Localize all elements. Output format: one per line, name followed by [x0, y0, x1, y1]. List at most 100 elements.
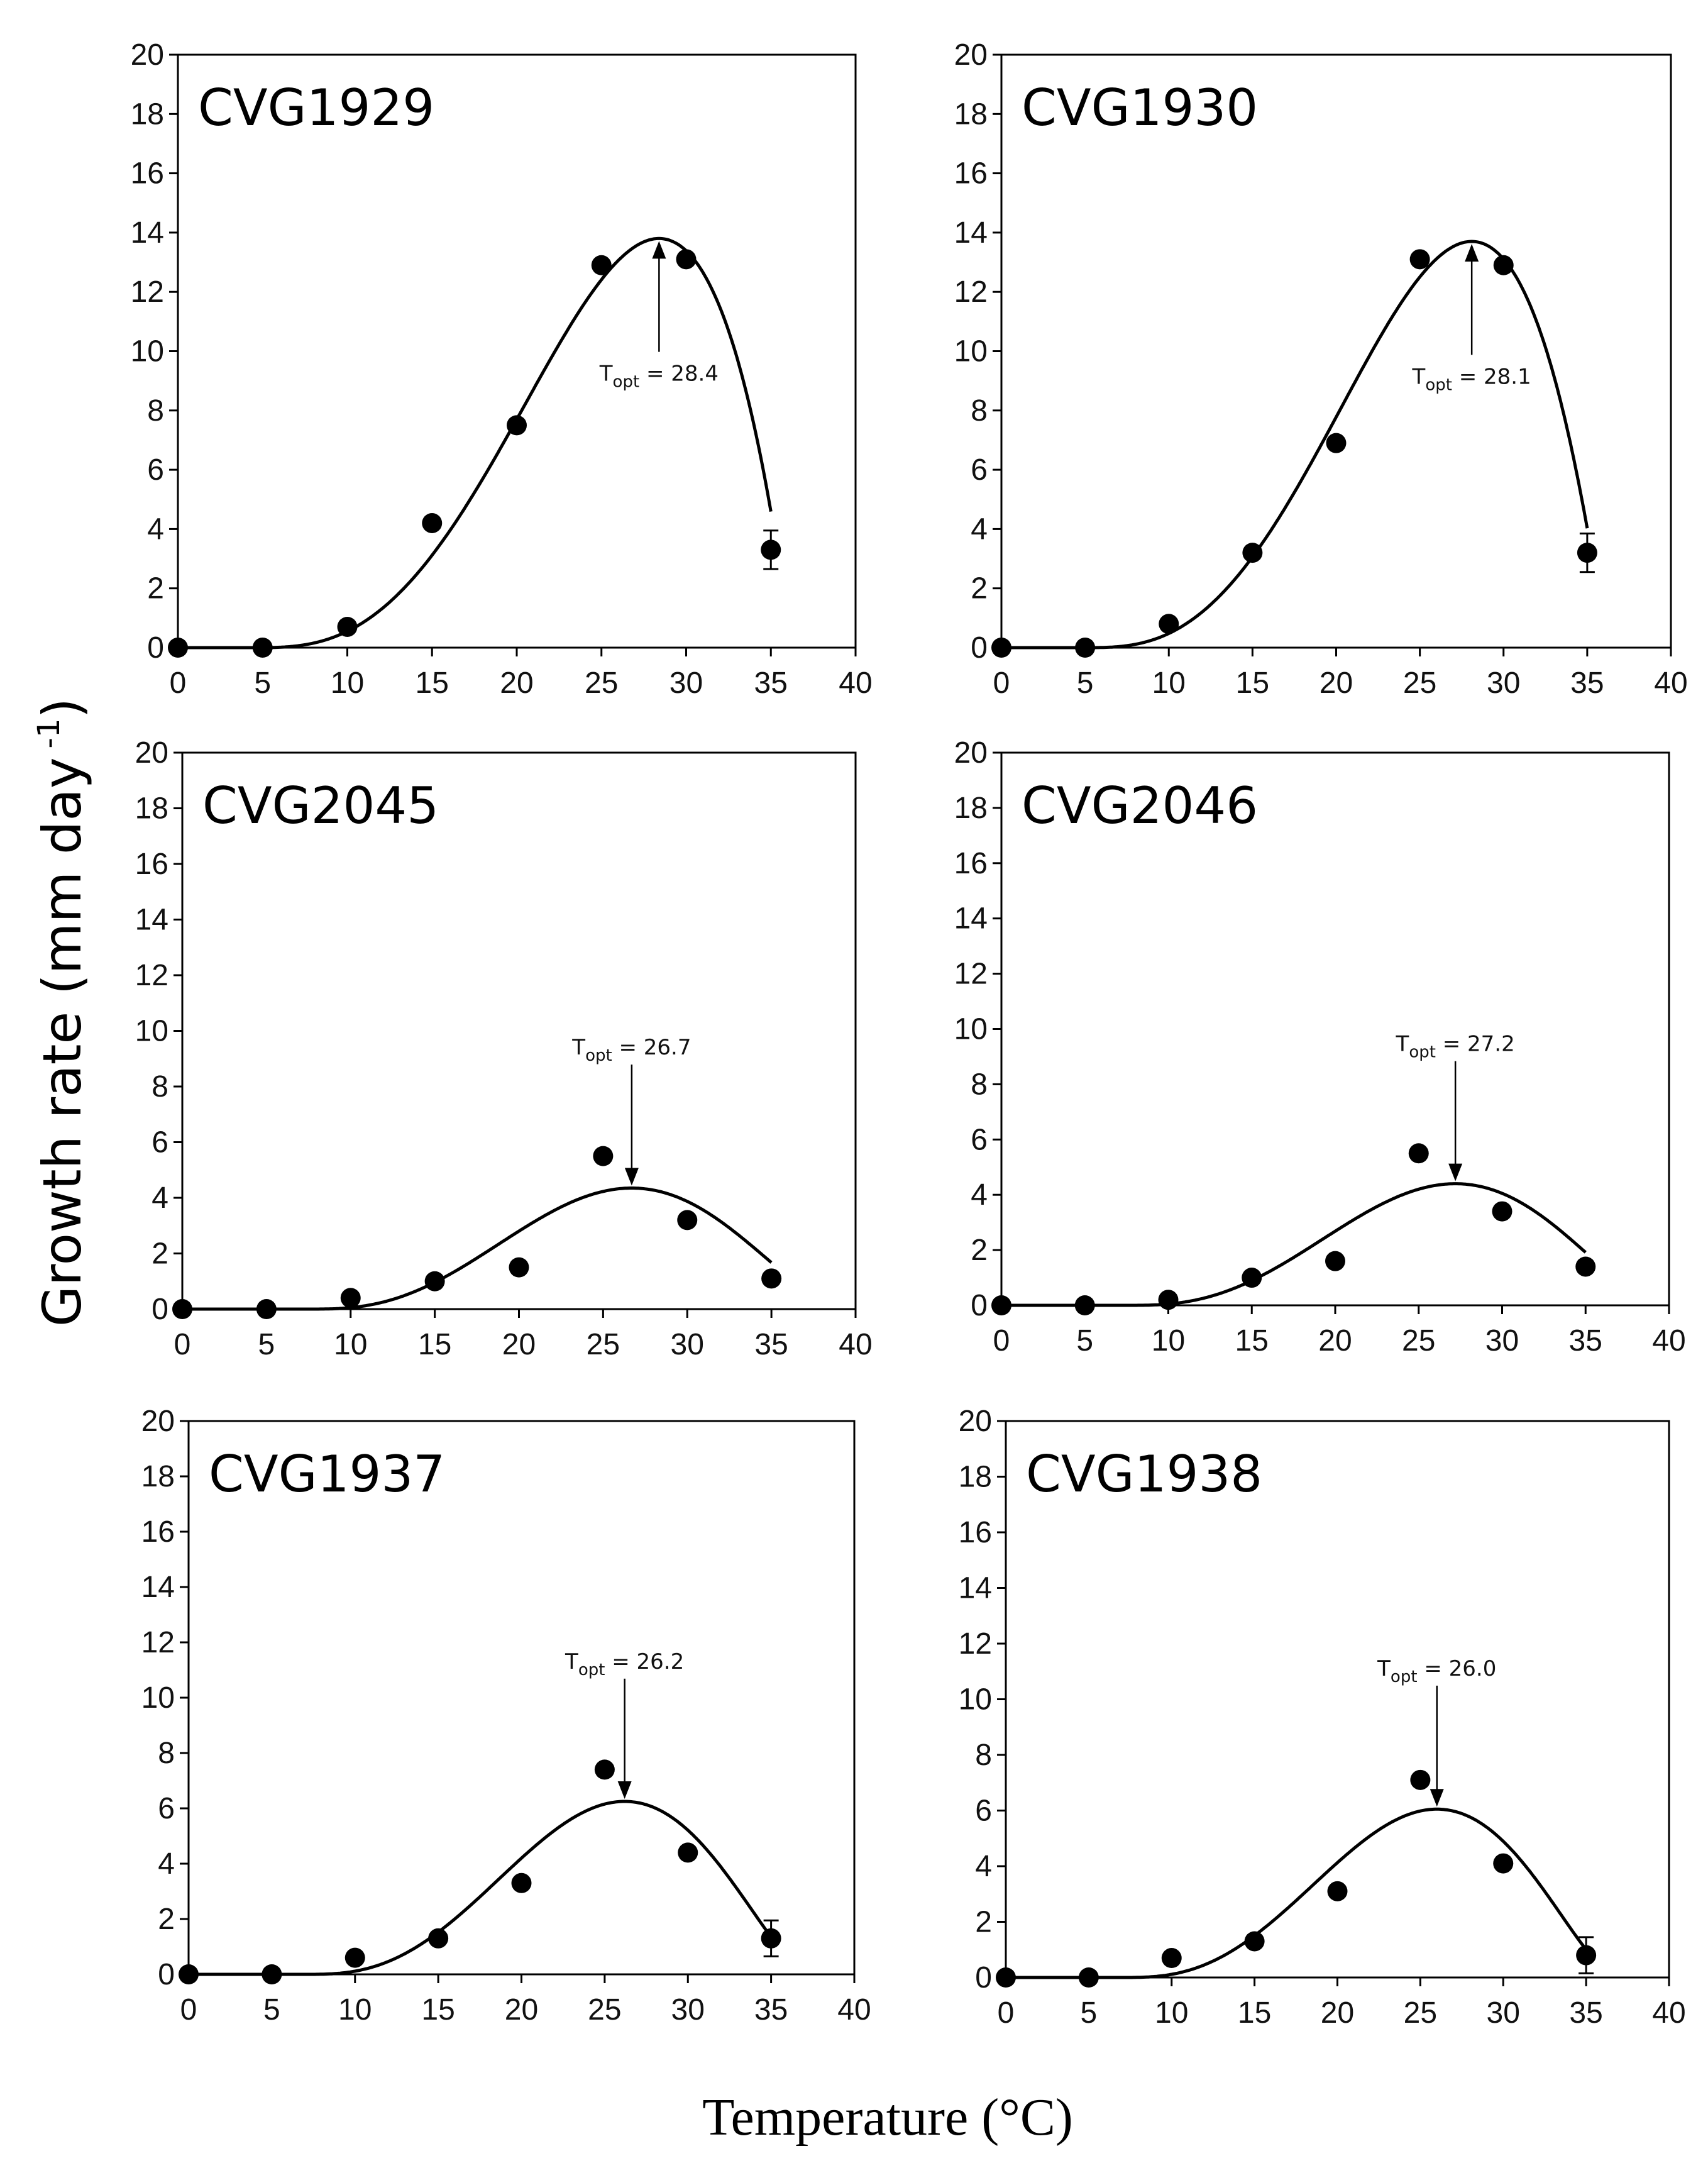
data-point	[991, 1295, 1011, 1315]
y-tick-label: 18	[954, 97, 988, 131]
y-tick-label: 16	[954, 847, 988, 880]
y-tick-label: 16	[959, 1516, 992, 1549]
x-tick-label: 25	[585, 666, 618, 700]
y-tick-label: 12	[954, 958, 988, 991]
y-tick-label: 0	[147, 631, 164, 665]
y-tick-label: 4	[147, 512, 164, 546]
y-tick-label: 4	[158, 1847, 175, 1881]
x-tick-label: 0	[170, 666, 187, 700]
data-point	[593, 1146, 614, 1166]
data-point	[507, 415, 527, 436]
y-tick-label: 0	[971, 631, 988, 665]
topt-label-value: = 27.2	[1436, 1032, 1515, 1057]
x-tick-label: 10	[1155, 1996, 1188, 2030]
x-tick-label: 0	[993, 1324, 1010, 1358]
topt-label: Topt = 28.1	[1412, 364, 1531, 394]
x-tick-label: 40	[1652, 1996, 1685, 2030]
x-tick-label: 5	[1076, 1324, 1093, 1358]
x-tick-label: 10	[1152, 666, 1186, 700]
y-tick-label: 12	[135, 959, 168, 992]
topt-label-prefix: T	[1412, 364, 1426, 389]
fit-curve	[1006, 1807, 1588, 1979]
x-tick-label: 15	[421, 1993, 455, 2027]
y-tick-label: 2	[158, 1903, 175, 1936]
chart-panel-6: 0 2 4 6 8 10 12 14 16 18 20 0 5 10 15 20 25 30 35 40 CVG1938…	[959, 1405, 1686, 2030]
x-tick-label: 25	[1403, 666, 1436, 700]
topt-label-value: = 28.4	[639, 362, 719, 387]
data-point	[252, 638, 273, 658]
y-tick-label: 6	[152, 1126, 168, 1159]
x-tick-label: 35	[754, 1993, 788, 2027]
x-tick-label: 15	[1238, 1996, 1271, 2030]
data-point	[1074, 1295, 1095, 1315]
topt-label-prefix: T	[1396, 1032, 1409, 1057]
y-tick-label: 6	[975, 1795, 992, 1828]
data-point	[509, 1257, 529, 1278]
y-tick-label: 20	[141, 1405, 175, 1438]
panel-title: CVG2046	[1022, 777, 1258, 835]
x-tick-label: 15	[1236, 666, 1269, 700]
data-point	[1242, 1268, 1262, 1288]
x-tick-label: 5	[258, 1328, 275, 1361]
data-point	[1492, 1201, 1512, 1222]
data-point	[179, 1964, 199, 1984]
topt-label-value: = 28.1	[1452, 364, 1531, 389]
x-tick-label: 30	[669, 666, 703, 700]
y-tick-label: 14	[135, 904, 168, 937]
x-tick-label: 35	[754, 1328, 788, 1361]
data-point	[422, 512, 443, 533]
data-point	[262, 1964, 282, 1984]
y-axis-title: Growth rate (mm day -1)	[31, 698, 93, 1327]
topt-label-prefix: T	[571, 1035, 585, 1060]
x-tick-label: 0	[180, 1993, 197, 2027]
data-point	[1410, 1769, 1431, 1790]
data-point	[991, 638, 1011, 658]
topt-label-value: = 26.7	[612, 1035, 691, 1060]
y-tick-label: 6	[971, 1123, 988, 1156]
topt-label: Topt = 26.2	[565, 1649, 684, 1679]
topt-label-value: = 26.0	[1418, 1656, 1497, 1681]
y-tick-label: 12	[141, 1626, 175, 1659]
y-tick-label: 10	[135, 1015, 168, 1048]
x-tick-label: 30	[671, 1328, 704, 1361]
data-point	[1326, 433, 1347, 453]
panel-title: CVG1937	[209, 1445, 445, 1503]
x-tick-label: 10	[334, 1328, 367, 1361]
data-point	[1408, 1143, 1429, 1164]
y-tick-label: 10	[959, 1683, 992, 1717]
y-tick-label: 18	[954, 792, 988, 825]
y-tick-label: 6	[971, 453, 988, 487]
topt-arrow-head	[617, 1781, 632, 1799]
topt-arrow-head	[1430, 1789, 1444, 1807]
x-tick-label: 20	[505, 1993, 538, 2027]
y-tick-label: 18	[131, 97, 164, 131]
y-axis-title-main: Growth rate (mm day	[31, 757, 93, 1327]
data-point	[1244, 1931, 1265, 1952]
x-tick-label: 20	[1321, 1996, 1354, 2030]
y-tick-label: 10	[141, 1681, 175, 1715]
y-tick-label: 0	[152, 1293, 168, 1326]
data-point	[168, 638, 188, 658]
y-tick-label: 2	[975, 1906, 992, 1939]
x-tick-label: 10	[331, 666, 364, 700]
y-tick-label: 16	[954, 157, 988, 191]
topt-arrow-head	[652, 241, 666, 259]
data-point	[1161, 1948, 1182, 1969]
x-tick-label: 25	[1402, 1324, 1435, 1358]
data-point	[172, 1299, 192, 1319]
panel-title: CVG1938	[1026, 1445, 1262, 1503]
y-tick-label: 10	[131, 335, 164, 368]
y-tick-label: 8	[971, 1068, 988, 1101]
x-tick-label: 40	[837, 1993, 871, 2027]
topt-label: Topt = 27.2	[1396, 1032, 1515, 1062]
x-tick-label: 20	[1320, 666, 1353, 700]
topt-label-prefix: T	[565, 1649, 578, 1674]
chart-panel-5: 0 2 4 6 8 10 12 14 16 18 20 0 5 10 15 20 25 30 35 40 CVG1937…	[141, 1405, 871, 2027]
x-tick-label: 35	[754, 666, 788, 700]
x-tick-label: 5	[1077, 666, 1094, 700]
x-tick-label: 25	[588, 1993, 621, 2027]
topt-label-prefix: T	[1377, 1656, 1391, 1681]
panel-title: CVG1929	[198, 79, 434, 137]
